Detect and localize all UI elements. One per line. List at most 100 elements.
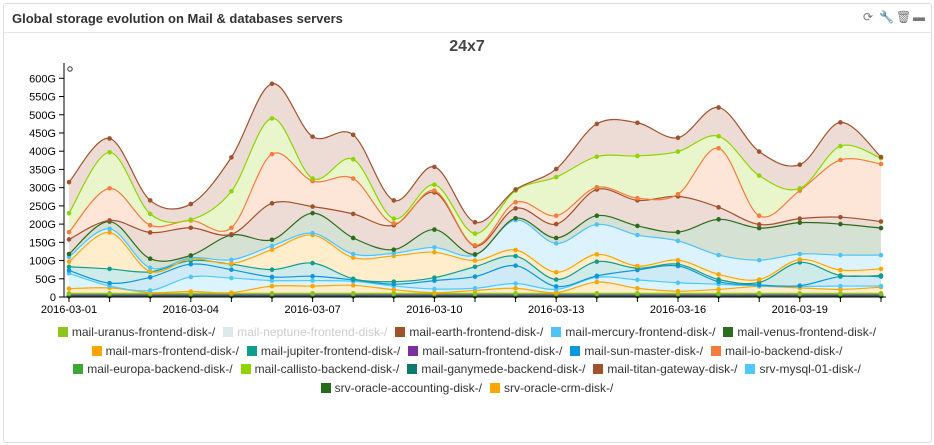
point-mail-sun-master-disk-/ bbox=[107, 280, 112, 286]
point-srv-mysql-01-disk-/ bbox=[635, 277, 640, 283]
legend-label: mail-sun-master-disk-/ bbox=[584, 343, 704, 358]
legend-item[interactable]: mail-venus-frontend-disk-/ bbox=[723, 323, 876, 342]
legend-item[interactable]: mail-io-backend-disk-/ bbox=[711, 342, 842, 361]
y-tick-label: 600G bbox=[29, 73, 56, 85]
point-mail-earth-frontend-disk-/ bbox=[188, 225, 194, 231]
point-mail-earth-frontend-disk-/ bbox=[147, 230, 153, 235]
point-mail-titan-gateway-disk-/ bbox=[513, 187, 518, 192]
point-mail-venus-frontend-disk-/ bbox=[716, 217, 721, 222]
y-tick-label: 500G bbox=[29, 110, 56, 122]
point-mail-titan-gateway-disk-/ bbox=[716, 105, 721, 110]
point-mail-earth-frontend-disk-/ bbox=[797, 216, 803, 221]
point-mail-callisto-backend-disk-/ bbox=[107, 149, 112, 155]
point-mail-earth-frontend-disk-/ bbox=[553, 221, 559, 227]
point-mail-venus-frontend-disk-/ bbox=[797, 220, 803, 225]
legend-label: mail-titan-gateway-disk-/ bbox=[607, 362, 738, 376]
legend-item[interactable]: mail-mars-frontend-disk-/ bbox=[91, 342, 239, 361]
legend-item[interactable]: mail-saturn-frontend-disk-/ bbox=[408, 342, 562, 361]
point-mail-mars-frontend-disk-/ bbox=[635, 263, 640, 269]
point-mail-mercury-frontend-disk-/ bbox=[391, 250, 397, 256]
point-mail-io-backend-disk-/ bbox=[716, 145, 721, 151]
area-mail-venus-frontend-disk-/ bbox=[69, 213, 881, 269]
point-mail-mars-frontend-disk-/ bbox=[269, 247, 275, 252]
point-mail-earth-frontend-disk-/ bbox=[350, 211, 356, 217]
legend-label: srv-mysql-01-disk-/ bbox=[759, 362, 861, 376]
point-srv-mysql-01-disk-/ bbox=[472, 285, 478, 291]
legend-item[interactable]: mail-jupiter-frontend-disk-/ bbox=[246, 342, 401, 361]
point-mail-io-backend-disk-/ bbox=[432, 188, 437, 193]
legend-item[interactable]: mail-earth-frontend-disk-/ bbox=[395, 323, 543, 342]
legend-item[interactable]: mail-neptune-frontend-disk-/ bbox=[223, 323, 387, 342]
point-mail-callisto-backend-disk-/ bbox=[269, 116, 275, 121]
point-mail-titan-gateway-disk-/ bbox=[350, 132, 356, 138]
x-tick-label: 2016-03-04 bbox=[163, 304, 219, 316]
point-mail-uranus-frontend-disk-/ bbox=[716, 291, 721, 296]
point-mail-jupiter-frontend-disk-/ bbox=[107, 266, 112, 272]
point-mail-callisto-backend-disk-/ bbox=[66, 210, 72, 216]
y-tick-label: 50G bbox=[35, 274, 56, 286]
point-srv-mysql-01-disk-/ bbox=[147, 288, 153, 293]
y-tick-label: 150G bbox=[29, 237, 56, 249]
y-tick-label: 300G bbox=[29, 183, 56, 195]
point-mail-titan-gateway-disk-/ bbox=[229, 155, 234, 160]
point-mail-venus-frontend-disk-/ bbox=[188, 253, 194, 258]
minimize-icon[interactable]: ▬ bbox=[913, 10, 925, 24]
point-mail-mercury-frontend-disk-/ bbox=[147, 265, 153, 271]
wrench-icon[interactable]: 🔧 bbox=[879, 10, 894, 24]
legend-item[interactable]: srv-oracle-crm-disk-/ bbox=[490, 379, 613, 398]
legend-swatch bbox=[240, 364, 251, 374]
refresh-icon[interactable]: ⟳ bbox=[862, 10, 874, 24]
point-mail-io-backend-disk-/ bbox=[269, 151, 275, 157]
legend-label: mail-mercury-frontend-disk-/ bbox=[565, 325, 716, 339]
point-mail-io-backend-disk-/ bbox=[594, 184, 600, 190]
legend-item[interactable]: mail-titan-gateway-disk-/ bbox=[593, 360, 737, 379]
x-tick-label: 2016-03-10 bbox=[406, 304, 462, 316]
point-mail-venus-frontend-disk-/ bbox=[838, 221, 843, 227]
point-mail-jupiter-frontend-disk-/ bbox=[594, 259, 600, 264]
point-mail-mars-frontend-disk-/ bbox=[878, 266, 884, 272]
point-mail-titan-gateway-disk-/ bbox=[432, 164, 437, 170]
legend-label: mail-jupiter-frontend-disk-/ bbox=[260, 343, 401, 358]
point-mail-earth-frontend-disk-/ bbox=[310, 204, 315, 209]
area-srv-mysql-01-disk-/ bbox=[69, 273, 881, 293]
legend-label: mail-io-backend-disk-/ bbox=[725, 343, 843, 358]
legend-item[interactable]: srv-mysql-01-disk-/ bbox=[745, 360, 861, 379]
point-srv-oracle-crm-disk-/ bbox=[675, 288, 681, 294]
legend-label: mail-earth-frontend-disk-/ bbox=[409, 325, 544, 339]
legend-item[interactable]: mail-sun-master-disk-/ bbox=[570, 342, 703, 361]
legend-item[interactable]: mail-ganymede-backend-disk-/ bbox=[407, 360, 585, 379]
point-mail-callisto-backend-disk-/ bbox=[472, 231, 478, 236]
legend-swatch bbox=[246, 345, 257, 356]
point-mail-io-backend-disk-/ bbox=[66, 229, 72, 235]
legend-item[interactable]: mail-mercury-frontend-disk-/ bbox=[551, 323, 715, 342]
point-mail-mercury-frontend-disk-/ bbox=[635, 232, 640, 238]
point-mail-uranus-frontend-disk-/ bbox=[797, 291, 803, 296]
y-tick-label: 100G bbox=[29, 256, 56, 268]
trash-icon[interactable]: 🗑 bbox=[896, 10, 912, 24]
point-mail-mercury-frontend-disk-/ bbox=[269, 243, 275, 249]
panel-title: Global storage evolution on Mail & datab… bbox=[12, 11, 343, 26]
legend-label: mail-venus-frontend-disk-/ bbox=[737, 325, 877, 339]
legend-item[interactable]: srv-oracle-accounting-disk-/ bbox=[320, 379, 482, 398]
point-mail-mars-frontend-disk-/ bbox=[513, 247, 518, 253]
point-mail-uranus-frontend-disk-/ bbox=[635, 291, 640, 296]
point-mail-mars-frontend-disk-/ bbox=[716, 272, 721, 277]
legend-label: mail-callisto-backend-disk-/ bbox=[254, 362, 400, 376]
legend-swatch bbox=[57, 327, 68, 337]
point-srv-mysql-01-disk-/ bbox=[878, 283, 884, 289]
x-tick-label: 2016-03-13 bbox=[528, 304, 584, 316]
legend-label: mail-ganymede-backend-disk-/ bbox=[421, 362, 586, 376]
legend-item[interactable]: mail-europa-backend-disk-/ bbox=[73, 360, 233, 379]
point-srv-mysql-01-disk-/ bbox=[269, 278, 275, 283]
line-mail-titan-gateway-disk-/ bbox=[68, 83, 882, 223]
point-mail-jupiter-frontend-disk-/ bbox=[310, 260, 315, 266]
point-mail-venus-frontend-disk-/ bbox=[635, 223, 640, 229]
point-mail-callisto-backend-disk-/ bbox=[797, 186, 803, 191]
legend-item[interactable]: mail-callisto-backend-disk-/ bbox=[240, 360, 400, 379]
point-mail-mars-frontend-disk-/ bbox=[229, 261, 234, 266]
legend-item[interactable]: mail-uranus-frontend-disk-/ bbox=[57, 323, 215, 342]
x-tick-label: 2016-03-07 bbox=[284, 304, 340, 316]
point-mail-jupiter-frontend-disk-/ bbox=[553, 277, 559, 282]
point-mail-jupiter-frontend-disk-/ bbox=[878, 273, 884, 278]
point-srv-mysql-01-disk-/ bbox=[229, 275, 234, 281]
